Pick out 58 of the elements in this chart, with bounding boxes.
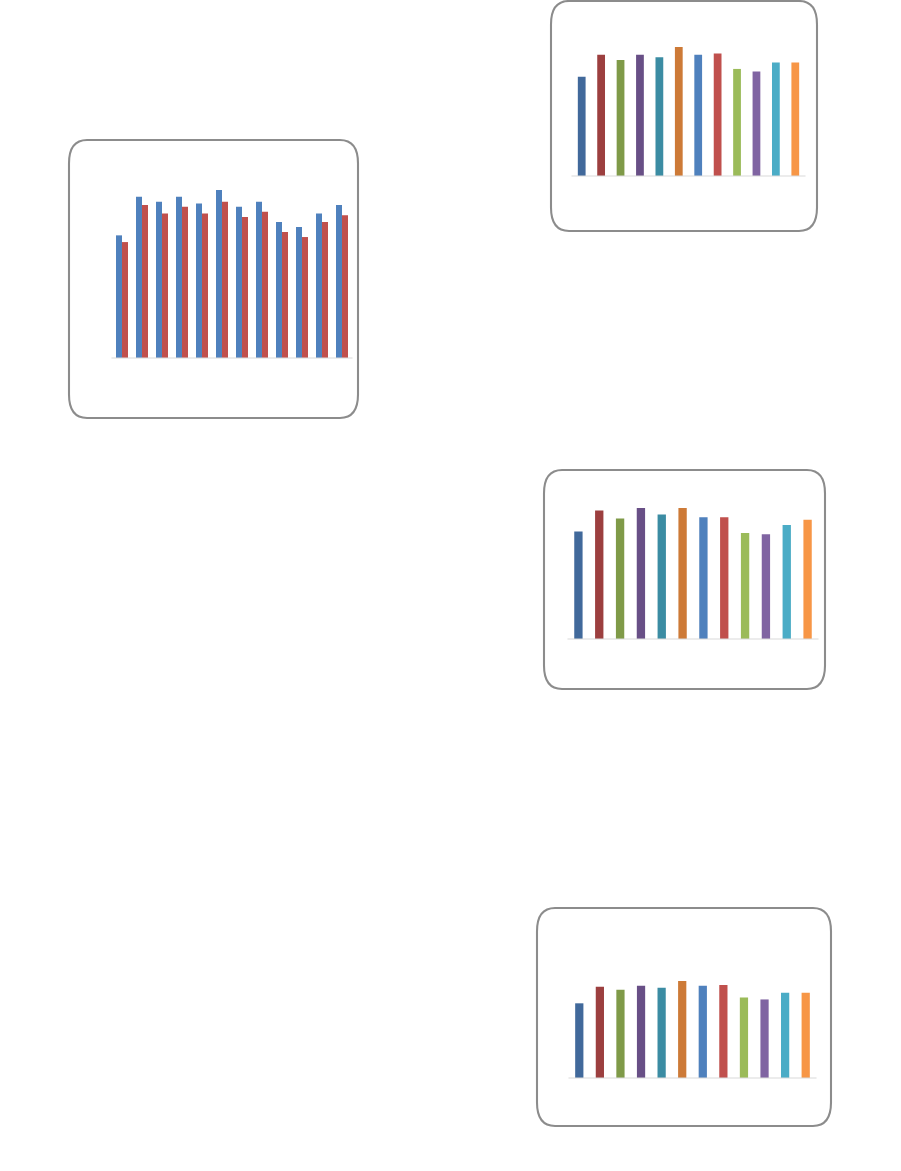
bar — [782, 525, 791, 639]
bar — [342, 215, 348, 358]
bar — [122, 242, 128, 358]
bar — [136, 196, 142, 358]
bar — [162, 213, 168, 358]
bar — [801, 992, 810, 1078]
bar — [256, 201, 262, 358]
bar — [595, 986, 604, 1078]
bar — [222, 201, 228, 358]
bar — [698, 985, 707, 1078]
bar — [302, 237, 308, 358]
bar — [694, 54, 703, 176]
bar — [674, 47, 683, 176]
bar — [720, 517, 729, 639]
bar — [595, 510, 604, 639]
bar — [791, 62, 800, 176]
bar — [202, 213, 208, 358]
bar — [575, 1003, 584, 1078]
bar — [713, 53, 722, 176]
bar — [316, 213, 322, 358]
bar — [276, 221, 282, 358]
bar — [156, 201, 162, 358]
bar — [574, 531, 583, 639]
bar — [196, 203, 202, 358]
bar — [739, 997, 749, 1078]
bar — [657, 514, 666, 639]
bar — [761, 534, 771, 639]
bar — [678, 508, 687, 639]
bar — [242, 216, 248, 358]
bar — [182, 206, 188, 358]
bar — [771, 62, 780, 176]
bar — [616, 989, 625, 1078]
bar — [636, 985, 646, 1078]
bar — [322, 221, 328, 358]
bar — [760, 999, 769, 1078]
bar — [577, 76, 586, 176]
bar — [216, 190, 222, 358]
bar — [176, 196, 182, 358]
bar — [655, 57, 664, 176]
bar — [781, 992, 790, 1078]
bar — [740, 532, 750, 639]
bar — [803, 519, 812, 639]
bar — [636, 508, 646, 639]
bar — [719, 984, 728, 1078]
bar — [657, 987, 666, 1078]
bar — [282, 232, 288, 358]
bar — [262, 211, 268, 358]
bar — [636, 54, 644, 176]
bar — [296, 226, 302, 358]
bar — [336, 205, 342, 358]
bar — [615, 518, 625, 639]
bar — [597, 54, 606, 176]
bar — [236, 206, 242, 358]
bar — [116, 235, 122, 358]
bar — [699, 517, 708, 639]
bar — [678, 981, 687, 1078]
bar — [142, 205, 148, 358]
bar — [733, 68, 741, 176]
